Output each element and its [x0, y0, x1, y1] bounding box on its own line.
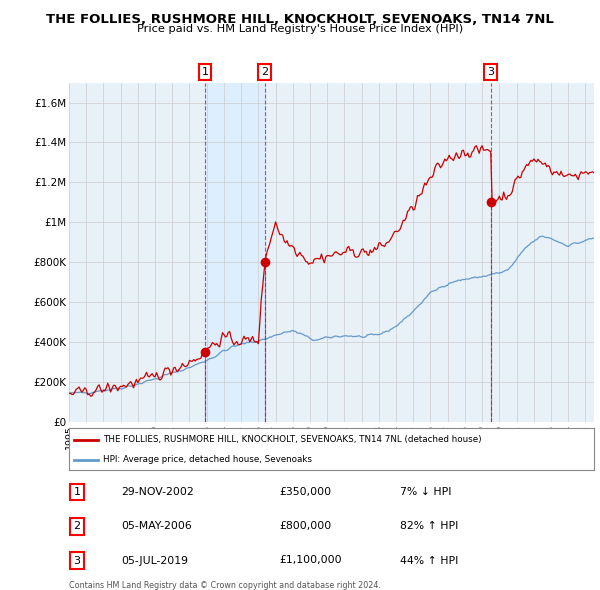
Text: 7% ↓ HPI: 7% ↓ HPI — [400, 487, 451, 497]
Text: Contains HM Land Registry data © Crown copyright and database right 2024.: Contains HM Land Registry data © Crown c… — [69, 581, 381, 589]
Text: 1: 1 — [73, 487, 80, 497]
Text: Price paid vs. HM Land Registry's House Price Index (HPI): Price paid vs. HM Land Registry's House … — [137, 24, 463, 34]
Text: 3: 3 — [487, 67, 494, 77]
Text: 82% ↑ HPI: 82% ↑ HPI — [400, 522, 458, 531]
Text: THE FOLLIES, RUSHMORE HILL, KNOCKHOLT, SEVENOAKS, TN14 7NL (detached house): THE FOLLIES, RUSHMORE HILL, KNOCKHOLT, S… — [103, 435, 482, 444]
Text: £1,100,000: £1,100,000 — [279, 556, 341, 565]
Text: 05-JUL-2019: 05-JUL-2019 — [121, 556, 188, 565]
Text: 05-MAY-2006: 05-MAY-2006 — [121, 522, 192, 531]
Text: 1: 1 — [202, 67, 209, 77]
Text: 2: 2 — [261, 67, 268, 77]
Text: 3: 3 — [73, 556, 80, 565]
Text: £350,000: £350,000 — [279, 487, 331, 497]
Text: £800,000: £800,000 — [279, 522, 331, 531]
Text: THE FOLLIES, RUSHMORE HILL, KNOCKHOLT, SEVENOAKS, TN14 7NL: THE FOLLIES, RUSHMORE HILL, KNOCKHOLT, S… — [46, 13, 554, 26]
Text: 2: 2 — [73, 522, 80, 531]
Text: 44% ↑ HPI: 44% ↑ HPI — [400, 556, 458, 565]
Text: 29-NOV-2002: 29-NOV-2002 — [121, 487, 194, 497]
Bar — [205, 83, 265, 422]
Text: HPI: Average price, detached house, Sevenoaks: HPI: Average price, detached house, Seve… — [103, 455, 312, 464]
